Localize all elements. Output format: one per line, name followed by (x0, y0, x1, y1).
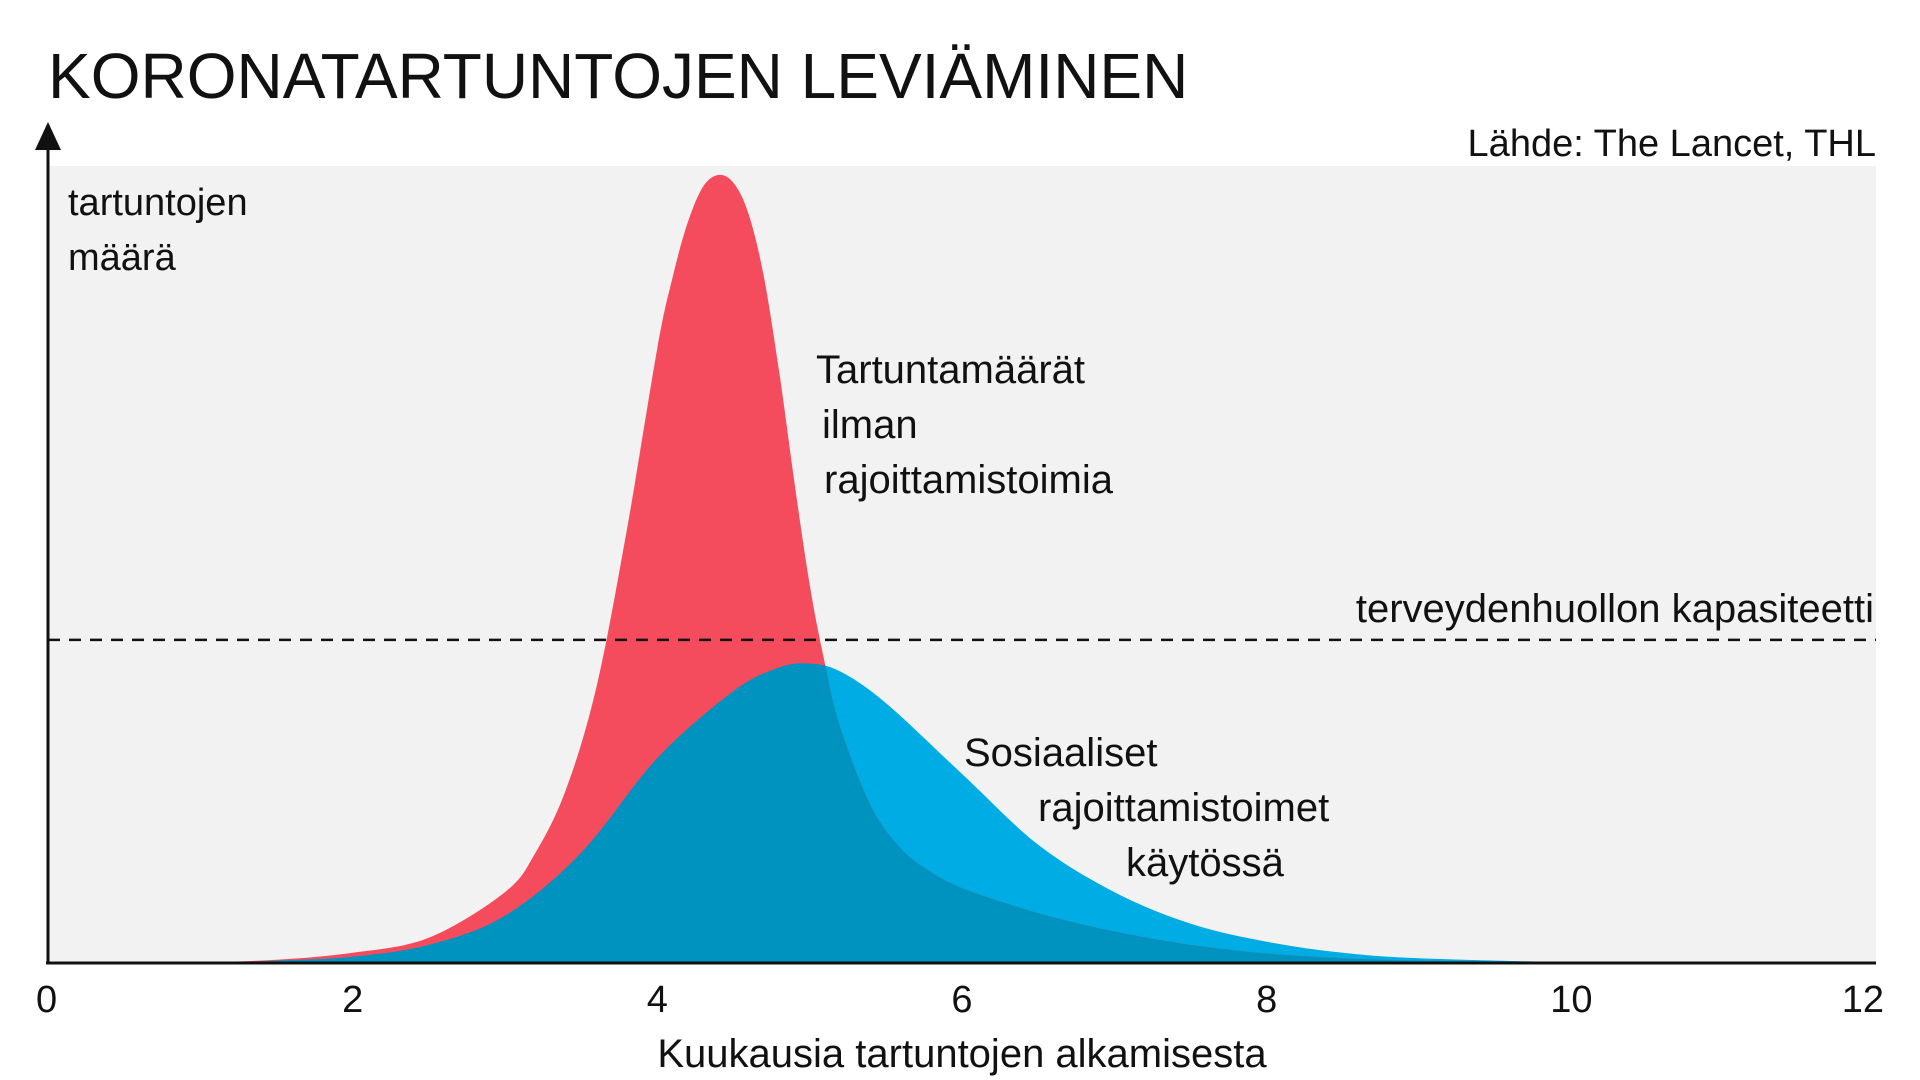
x-tick-label: 4 (647, 979, 668, 1021)
series-area-with-measures (48, 663, 1876, 963)
ylabel: tartuntojen määrä (68, 182, 248, 279)
series-label-with-measures-line-3: käytössä (1126, 841, 1285, 885)
ylabel-line-1: tartuntojen (68, 182, 248, 224)
chart-source: Lähde: The Lancet, THL (1468, 123, 1876, 165)
series-label-no-measures-line-3: rajoittamistoimia (824, 458, 1114, 502)
ylabel-line-2: määrä (68, 237, 177, 279)
x-tick-label: 2 (342, 979, 363, 1021)
x-tick-label: 10 (1550, 979, 1592, 1021)
x-tick-labels: 0 2 4 6 8 10 12 (36, 979, 1884, 1021)
x-tick-label: 6 (951, 979, 972, 1021)
series-label-no-measures-line-2: ilman (822, 403, 918, 447)
x-tick-label: 8 (1256, 979, 1277, 1021)
series-label-no-measures-line-1: Tartuntamäärät (816, 348, 1085, 392)
series-label-with-measures-line-1: Sosiaaliset (964, 731, 1157, 775)
capacity-label: terveydenhuollon kapasiteetti (1356, 587, 1874, 631)
x-tick-label: 0 (36, 979, 57, 1021)
series-label-no-measures: Tartuntamäärät ilman rajoittamistoimia (816, 348, 1114, 502)
x-tick-label: 12 (1842, 979, 1884, 1021)
chart-title: KORONATARTUNTOJEN LEVIÄMINEN (48, 40, 1188, 112)
y-axis-arrow (35, 122, 61, 150)
series-label-with-measures: Sosiaaliset rajoittamistoimet käytössä (964, 731, 1329, 885)
series-label-with-measures-line-2: rajoittamistoimet (1038, 786, 1329, 830)
x-axis-label: Kuukausia tartuntojen alkamisesta (657, 1032, 1267, 1076)
